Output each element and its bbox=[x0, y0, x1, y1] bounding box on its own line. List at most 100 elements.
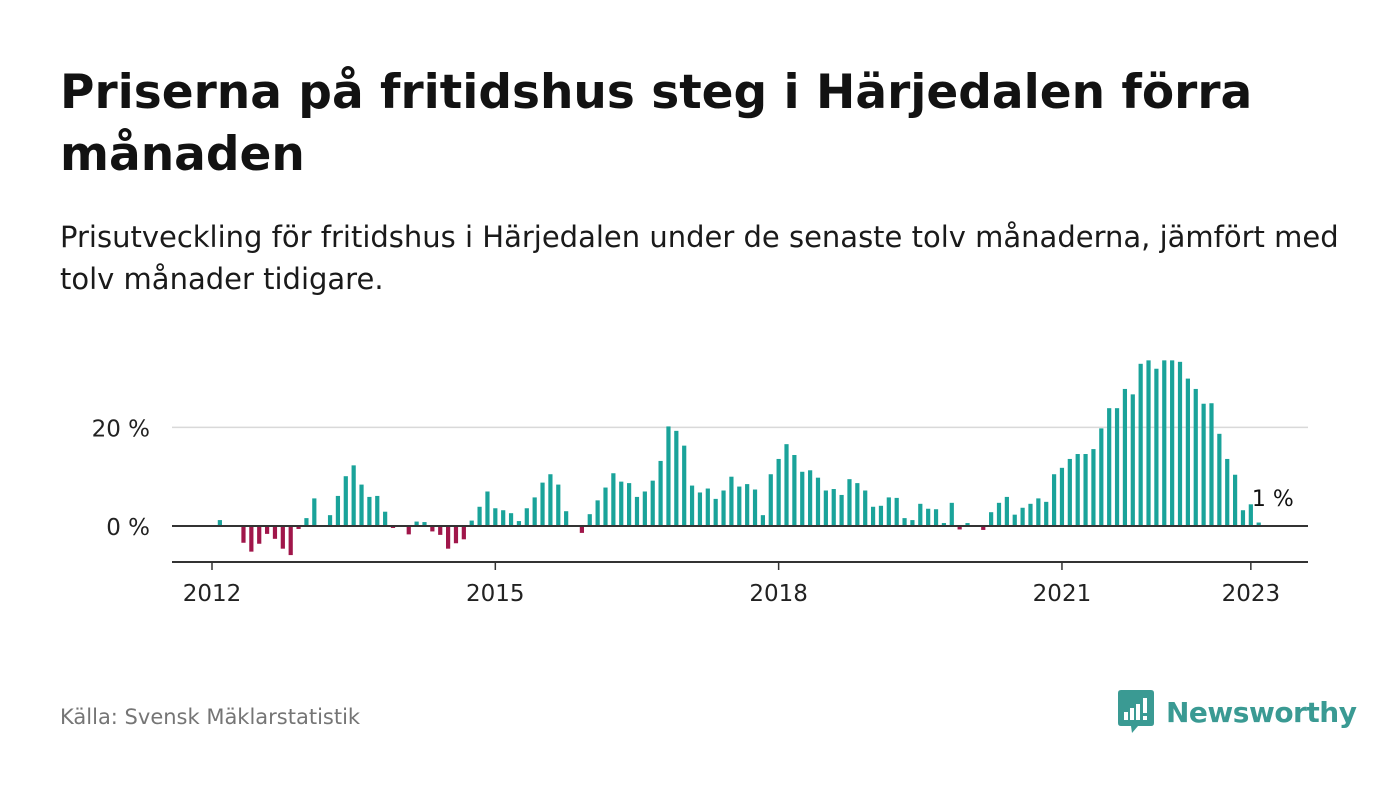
bar bbox=[1020, 507, 1025, 526]
source-note: Källa: Svensk Mäklarstatistik bbox=[60, 705, 361, 729]
bar bbox=[288, 526, 293, 556]
bar bbox=[713, 498, 718, 526]
bar bbox=[886, 497, 891, 526]
bar bbox=[1256, 522, 1261, 526]
bar bbox=[894, 497, 899, 526]
bar bbox=[1107, 408, 1112, 526]
bar bbox=[508, 513, 514, 526]
x-tick-label: 2023 bbox=[1222, 581, 1281, 607]
bar bbox=[957, 526, 962, 530]
x-axis-ticks: 2012 2015 2018 2021 2023 bbox=[183, 562, 1280, 607]
bar bbox=[1138, 363, 1143, 526]
last-value-label: 1 % bbox=[1252, 487, 1294, 512]
y-axis-ticks: 0 % 20 % bbox=[92, 416, 150, 541]
bar bbox=[1177, 361, 1183, 526]
bar bbox=[933, 509, 939, 526]
bar bbox=[1083, 454, 1088, 526]
bar bbox=[327, 515, 333, 526]
bar bbox=[627, 483, 632, 526]
bar bbox=[1130, 394, 1135, 526]
bar bbox=[406, 526, 411, 535]
bar bbox=[1059, 467, 1065, 526]
bar bbox=[1209, 403, 1214, 526]
bar bbox=[272, 526, 278, 539]
bar bbox=[375, 495, 380, 526]
x-tick-label: 2018 bbox=[749, 581, 808, 607]
bar bbox=[1201, 403, 1206, 526]
bar bbox=[1248, 504, 1253, 526]
bar bbox=[469, 520, 474, 526]
bar bbox=[855, 483, 860, 526]
bar bbox=[784, 444, 789, 526]
bar bbox=[587, 514, 592, 526]
bar bbox=[847, 479, 852, 526]
bar bbox=[1012, 514, 1017, 526]
bar bbox=[524, 508, 529, 526]
bar bbox=[823, 490, 828, 526]
bar bbox=[359, 484, 364, 526]
bar bbox=[776, 458, 781, 526]
bar bbox=[501, 510, 506, 526]
bar bbox=[564, 511, 569, 526]
bar bbox=[1146, 360, 1151, 526]
x-tick-label: 2012 bbox=[183, 581, 242, 607]
bar bbox=[603, 487, 608, 526]
bar bbox=[737, 486, 742, 526]
bar bbox=[981, 526, 986, 530]
bar bbox=[304, 518, 309, 526]
bar bbox=[1051, 474, 1057, 526]
bar bbox=[477, 506, 482, 526]
bar bbox=[343, 476, 348, 526]
bar bbox=[650, 480, 655, 526]
bar bbox=[257, 526, 262, 544]
bar bbox=[619, 481, 624, 526]
bar bbox=[658, 460, 663, 526]
bar bbox=[752, 489, 758, 526]
bar bbox=[918, 503, 923, 526]
bar bbox=[1028, 503, 1033, 526]
bar bbox=[532, 497, 537, 526]
bar bbox=[1193, 388, 1198, 526]
bar bbox=[296, 526, 301, 529]
bar bbox=[540, 482, 545, 526]
bar bbox=[516, 521, 522, 526]
bar bbox=[949, 502, 954, 526]
bar bbox=[446, 526, 451, 549]
bar bbox=[926, 508, 931, 526]
bar bbox=[461, 526, 466, 540]
bar bbox=[1091, 449, 1096, 526]
y-tick-label: 20 % bbox=[92, 416, 150, 442]
bars bbox=[217, 360, 1261, 556]
bar bbox=[351, 465, 356, 526]
bar bbox=[1225, 458, 1230, 526]
bar bbox=[1240, 510, 1246, 526]
bar bbox=[1217, 433, 1222, 526]
bar bbox=[878, 505, 884, 526]
bar bbox=[1075, 454, 1080, 526]
bar bbox=[674, 430, 679, 526]
bar bbox=[721, 490, 726, 526]
bar bbox=[556, 484, 561, 526]
brand-logo[interactable]: Newsworthy bbox=[1118, 690, 1357, 734]
bar bbox=[595, 500, 600, 526]
bar bbox=[1044, 501, 1049, 526]
bar bbox=[666, 426, 671, 526]
bar bbox=[430, 526, 435, 532]
bar bbox=[422, 522, 427, 526]
bar bbox=[697, 492, 703, 526]
bar bbox=[493, 508, 498, 526]
bar bbox=[705, 488, 710, 526]
x-tick-label: 2021 bbox=[1033, 581, 1092, 607]
bar bbox=[1185, 378, 1190, 526]
bar bbox=[438, 526, 443, 535]
bar bbox=[902, 518, 907, 526]
bar bbox=[1067, 458, 1072, 526]
bar bbox=[808, 470, 813, 526]
brand-name: Newsworthy bbox=[1166, 695, 1357, 729]
bar bbox=[1122, 388, 1128, 526]
chart-title: Priserna på fritidshus steg i Härjedalen… bbox=[60, 65, 1253, 182]
bar bbox=[1233, 474, 1238, 526]
bar bbox=[989, 512, 994, 526]
bar bbox=[241, 526, 246, 543]
